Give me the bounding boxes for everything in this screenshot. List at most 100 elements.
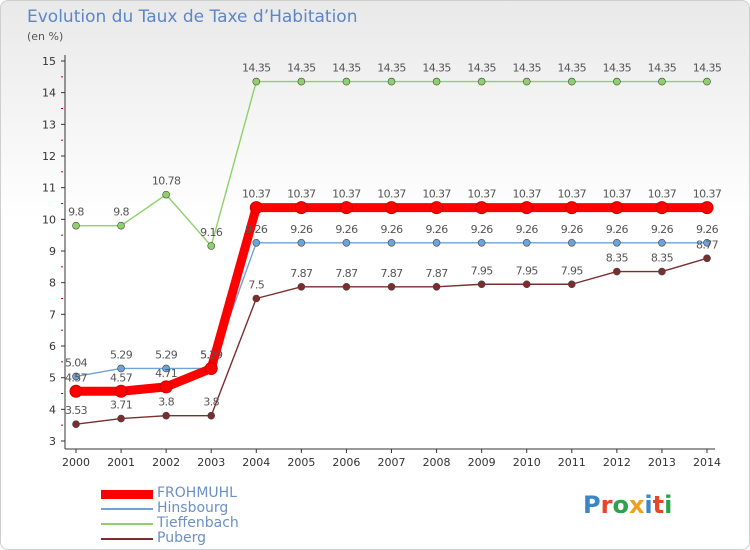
- y-tick-label: 8: [49, 277, 56, 290]
- logo-letter: t: [652, 491, 665, 519]
- data-point-puberg: [703, 254, 711, 263]
- data-label-puberg: 7.95: [471, 264, 494, 277]
- data-label-frohmuhl: 10.37: [422, 188, 451, 201]
- y-tick-label: 10: [42, 213, 56, 226]
- data-point-puberg: [207, 411, 216, 420]
- data-label-frohmuhl: 10.37: [377, 188, 406, 201]
- data-label-frohmuhl: 10.37: [332, 188, 361, 201]
- data-point-tieffenbach: [117, 221, 125, 230]
- y-tick-label: 12: [42, 150, 56, 163]
- data-label-puberg: 7.87: [290, 267, 313, 280]
- data-point-tieffenbach: [567, 77, 576, 86]
- data-label-puberg: 3.8: [203, 396, 219, 409]
- data-label-frohmuhl: 10.37: [512, 188, 541, 201]
- data-label-hinsbourg: 9.26: [696, 223, 719, 236]
- data-point-hinsbourg: [703, 238, 711, 247]
- data-point-hinsbourg: [387, 238, 396, 247]
- data-label-frohmuhl: 10.37: [603, 188, 632, 201]
- legend-label: FROHMUHL: [157, 485, 237, 501]
- data-point-frohmuhl: [655, 201, 669, 215]
- data-point-frohmuhl: [430, 201, 444, 215]
- data-label-hinsbourg: 9.26: [561, 223, 584, 236]
- data-label-puberg: 8.35: [651, 252, 674, 265]
- logo-letter: i: [664, 491, 673, 519]
- data-label-tieffenbach: 14.35: [648, 62, 677, 75]
- data-point-hinsbourg: [522, 238, 531, 247]
- data-point-tieffenbach: [658, 77, 666, 86]
- data-point-tieffenbach: [522, 77, 531, 86]
- data-label-tieffenbach: 14.35: [558, 62, 587, 75]
- data-point-frohmuhl: [69, 384, 83, 398]
- legend-swatch: [101, 538, 153, 540]
- data-point-tieffenbach: [477, 77, 486, 86]
- data-label-tieffenbach: 14.35: [512, 62, 541, 75]
- data-point-frohmuhl: [700, 201, 714, 215]
- data-label-hinsbourg: 9.26: [426, 223, 449, 236]
- data-label-frohmuhl: 10.37: [467, 188, 496, 201]
- data-label-puberg: 8.77: [696, 238, 719, 251]
- data-label-tieffenbach: 14.35: [422, 62, 451, 75]
- data-point-frohmuhl: [520, 201, 534, 215]
- data-point-puberg: [613, 267, 621, 276]
- data-label-hinsbourg: 9.26: [245, 223, 268, 236]
- data-point-hinsbourg: [567, 238, 576, 247]
- data-label-puberg: 3.71: [110, 399, 132, 412]
- y-tick-label: 7: [49, 308, 56, 321]
- data-point-frohmuhl: [610, 201, 624, 215]
- data-label-tieffenbach: 14.35: [242, 62, 271, 75]
- data-label-tieffenbach: 14.35: [467, 62, 496, 75]
- data-point-puberg: [432, 282, 441, 291]
- data-point-tieffenbach: [207, 242, 216, 250]
- data-label-hinsbourg: 5.29: [200, 348, 223, 361]
- data-point-hinsbourg: [252, 238, 261, 247]
- data-label-tieffenbach: 10.78: [152, 175, 181, 188]
- legend-label: Puberg: [157, 530, 206, 546]
- data-label-tieffenbach: 14.35: [287, 62, 316, 75]
- data-point-frohmuhl: [339, 201, 353, 215]
- y-tick-label: 3: [49, 435, 56, 448]
- data-point-frohmuhl: [159, 380, 173, 394]
- data-label-frohmuhl: 10.37: [558, 188, 587, 201]
- data-point-tieffenbach: [342, 77, 351, 86]
- data-label-puberg: 7.87: [335, 267, 358, 280]
- data-point-tieffenbach: [387, 77, 396, 86]
- data-point-puberg: [72, 420, 80, 429]
- data-label-tieffenbach: 9.8: [68, 206, 84, 219]
- data-label-tieffenbach: 14.35: [377, 62, 406, 75]
- logo-letter: r: [600, 491, 613, 519]
- y-tick-label: 15: [42, 55, 56, 68]
- data-label-puberg: 3.8: [158, 396, 174, 409]
- data-label-frohmuhl: 10.37: [648, 188, 677, 201]
- x-tick-label: 2003: [197, 456, 225, 469]
- data-point-tieffenbach: [297, 77, 306, 86]
- data-label-tieffenbach: 9.8: [113, 206, 129, 219]
- data-point-hinsbourg: [342, 238, 351, 247]
- data-label-frohmuhl: 10.37: [693, 188, 722, 201]
- data-label-hinsbourg: 9.26: [335, 223, 358, 236]
- data-label-hinsbourg: 9.26: [651, 223, 674, 236]
- data-label-puberg: 7.5: [248, 279, 264, 292]
- data-point-frohmuhl: [565, 201, 579, 215]
- data-point-puberg: [387, 282, 396, 291]
- data-point-puberg: [567, 280, 576, 289]
- data-label-frohmuhl: 4.71: [155, 367, 177, 380]
- data-label-hinsbourg: 9.26: [290, 223, 313, 236]
- x-tick-label: 2002: [152, 456, 180, 469]
- logo-letter: P: [583, 491, 601, 519]
- x-tick-label: 2005: [287, 456, 315, 469]
- chart-title: Evolution du Taux de Taxe d’Habitation: [27, 7, 358, 27]
- y-tick-label: 11: [42, 182, 56, 195]
- data-point-puberg: [162, 411, 170, 420]
- data-point-frohmuhl: [204, 361, 218, 375]
- legend-label: Tieffenbach: [157, 515, 239, 531]
- data-label-tieffenbach: 14.35: [603, 62, 632, 75]
- series-line-tieffenbach: [75, 80, 708, 247]
- data-label-hinsbourg: 5.29: [110, 348, 133, 361]
- data-point-hinsbourg: [72, 372, 80, 381]
- data-point-hinsbourg: [613, 238, 621, 247]
- x-tick-label: 2001: [107, 456, 135, 469]
- legend-swatch: [101, 508, 153, 510]
- data-point-tieffenbach: [252, 77, 261, 86]
